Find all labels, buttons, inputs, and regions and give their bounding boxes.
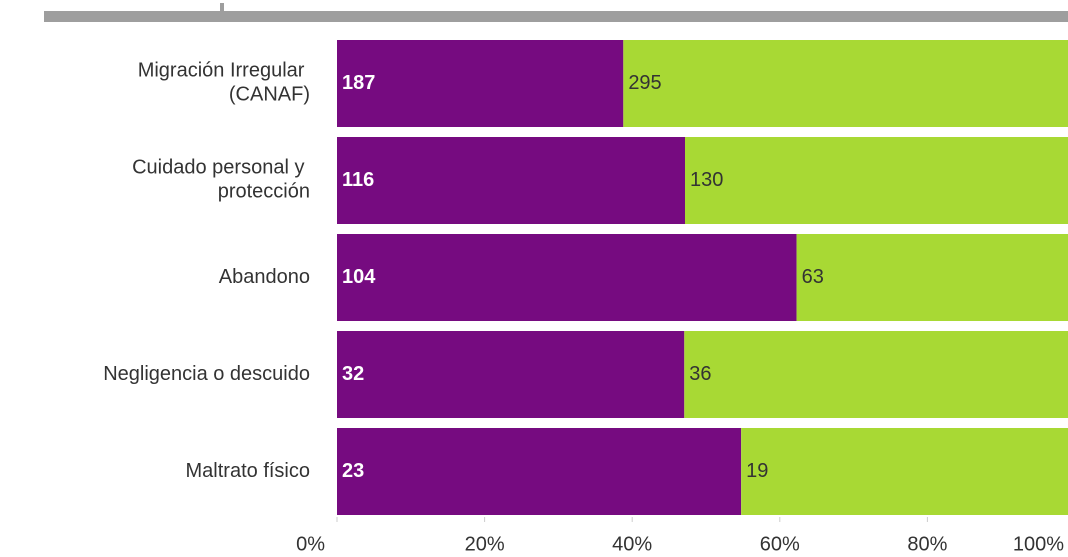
value-label: 295 bbox=[628, 72, 661, 94]
value-label: 116 bbox=[342, 169, 374, 191]
category-label: Maltrato físico bbox=[186, 460, 310, 482]
x-tick-label: 20% bbox=[465, 533, 505, 555]
header-bar bbox=[44, 11, 1068, 22]
value-label: 187 bbox=[342, 72, 375, 94]
value-label: 32 bbox=[342, 363, 364, 385]
value-label: 36 bbox=[689, 363, 711, 385]
bar-segment bbox=[337, 137, 685, 224]
value-label: 130 bbox=[690, 169, 723, 191]
category-label: Migración Irregular (CANAF) bbox=[138, 60, 310, 106]
bar-segment bbox=[684, 331, 1068, 418]
x-tick-label: 100% bbox=[1013, 533, 1064, 555]
value-label: 19 bbox=[746, 460, 768, 482]
category-label: Cuidado personal y protección bbox=[132, 157, 310, 203]
bar-segment bbox=[337, 234, 797, 321]
x-tick-label: 0% bbox=[296, 533, 325, 555]
x-tick-label: 40% bbox=[612, 533, 652, 555]
bar-segment bbox=[337, 40, 624, 127]
header-tick bbox=[220, 3, 224, 11]
x-tick-label: 80% bbox=[907, 533, 947, 555]
value-label: 63 bbox=[802, 266, 824, 288]
bar-segment bbox=[796, 234, 1068, 321]
category-label: Abandono bbox=[219, 266, 310, 288]
category-label: Negligencia o descuido bbox=[103, 363, 310, 385]
bar-segment bbox=[337, 331, 685, 418]
value-label: 104 bbox=[342, 266, 376, 288]
bar-segment bbox=[337, 428, 742, 515]
bar-segment bbox=[623, 40, 1068, 127]
x-tick-label: 60% bbox=[760, 533, 800, 555]
bar-segment bbox=[685, 137, 1068, 224]
value-label: 23 bbox=[342, 460, 364, 482]
bar-segment bbox=[741, 428, 1068, 515]
